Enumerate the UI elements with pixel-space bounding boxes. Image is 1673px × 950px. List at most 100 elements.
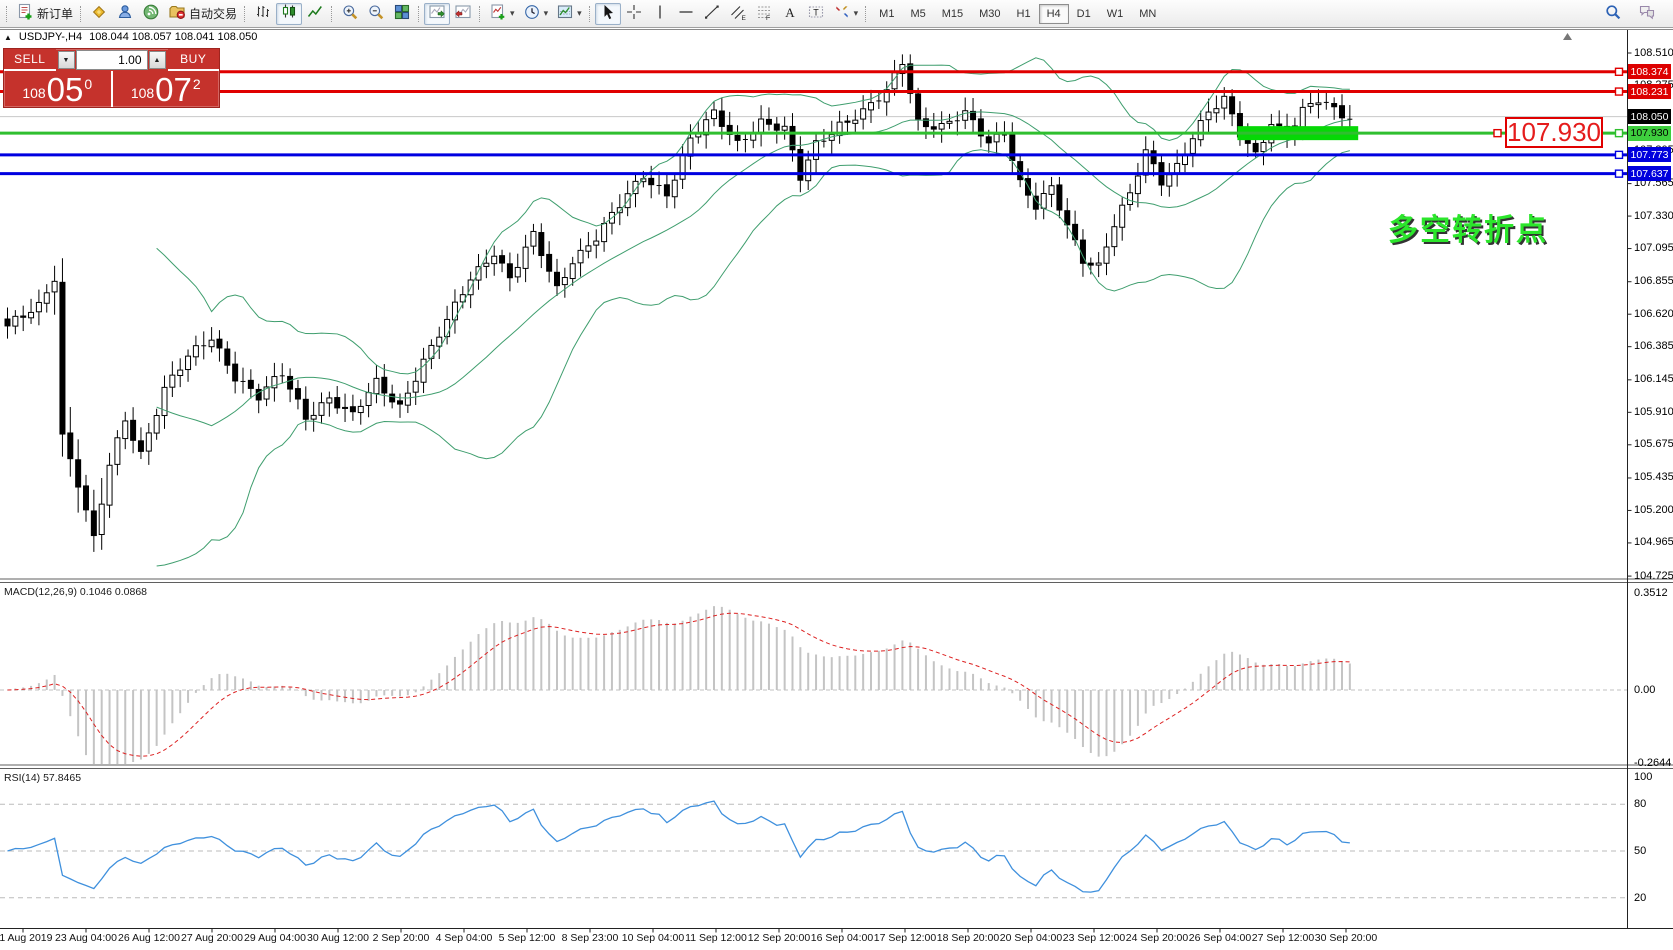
indicator-axis-tick: 0.3512: [1634, 586, 1668, 599]
price-tick: 105.910: [1634, 405, 1673, 418]
svg-text:E: E: [741, 15, 746, 21]
auto-scroll-button[interactable]: [424, 2, 451, 25]
profiles-button[interactable]: [112, 3, 138, 25]
indicator-axis-tick: 100: [1634, 770, 1653, 783]
autotrading-button[interactable]: 自动交易: [164, 3, 241, 25]
zoom-in-icon: [341, 3, 359, 24]
line-chart-button[interactable]: [302, 3, 328, 25]
vertical-line-icon: [651, 3, 669, 24]
line-handle[interactable]: [1614, 67, 1624, 76]
volume-decrease-button[interactable]: ▼: [57, 51, 75, 69]
line-handle[interactable]: [1614, 169, 1624, 178]
date-label: 21 Aug 2019: [0, 932, 53, 944]
buy-button[interactable]: BUY: [167, 49, 219, 71]
timeframe-m5-button[interactable]: M5: [902, 4, 933, 24]
chart-shift-marker[interactable]: [1563, 33, 1572, 40]
date-label: 12 Sep 20:00: [747, 932, 811, 944]
buy-price-main: 07: [155, 71, 192, 108]
volume-input[interactable]: 1.00: [75, 50, 148, 70]
macd-histogram: [14, 606, 1351, 764]
price-axis[interactable]: 108.510108.275107.805107.565107.330107.0…: [1628, 27, 1673, 928]
zoom-out-icon: [367, 3, 385, 24]
symbol-label: USDJPY-,H4: [18, 31, 83, 43]
crosshair-button[interactable]: [621, 3, 647, 25]
price-tick: 106.385: [1634, 340, 1673, 353]
symbol-header: ▲ USDJPY-,H4 108.044 108.057 108.041 108…: [4, 31, 257, 43]
timeframe-m15-button[interactable]: M15: [934, 4, 971, 24]
price-tick: 105.675: [1634, 438, 1673, 451]
tile-windows-icon: [393, 3, 411, 24]
tile-windows-button[interactable]: [389, 3, 415, 25]
date-label: 24 Sep 20:00: [1125, 932, 1189, 944]
signal-icon: [142, 3, 160, 24]
templates-button[interactable]: ▾: [552, 3, 586, 25]
dropdown-caret-icon: ▾: [853, 8, 859, 18]
zoom-out-button[interactable]: [363, 3, 389, 25]
volume-increase-button[interactable]: ▲: [148, 51, 166, 69]
fibonacci-button[interactable]: F: [751, 3, 777, 25]
sell-price-button[interactable]: 108 05 0: [4, 71, 113, 107]
date-label: 29 Aug 04:00: [244, 932, 306, 944]
svg-text:A: A: [785, 5, 795, 20]
periods-button[interactable]: ▾: [519, 3, 553, 25]
line-handle[interactable]: [1614, 87, 1624, 96]
timeframe-mn-button[interactable]: MN: [1131, 4, 1164, 24]
horizontal-line-button[interactable]: [673, 3, 699, 25]
chart-shift-button[interactable]: [450, 3, 476, 25]
chart-canvas[interactable]: [0, 27, 1673, 950]
cursor-button[interactable]: [594, 2, 621, 25]
toolbar-grip: [80, 5, 82, 22]
text-label-button[interactable]: T: [803, 3, 829, 25]
template-chart-icon: [556, 3, 574, 24]
zoom-in-button[interactable]: [337, 3, 363, 25]
chart-area[interactable]: ▲ USDJPY-,H4 108.044 108.057 108.041 108…: [0, 27, 1673, 950]
price-tick: 106.145: [1634, 373, 1673, 386]
chat-icon: [1638, 3, 1656, 24]
macd-pane: [0, 606, 1627, 764]
indicators-icon: [489, 3, 507, 24]
indicators-button[interactable]: ▾: [485, 3, 519, 25]
date-label: 2 Sep 20:00: [372, 932, 430, 944]
toolbar-right: [1600, 3, 1670, 25]
arrows-button[interactable]: ▾: [829, 3, 863, 25]
timeframe-d1-button[interactable]: D1: [1069, 4, 1099, 24]
timeframe-m1-button[interactable]: M1: [871, 4, 902, 24]
market-watch-button[interactable]: [86, 3, 112, 25]
channel-button[interactable]: E: [725, 3, 751, 25]
chat-button[interactable]: [1634, 3, 1660, 25]
chart-shift-icon: [454, 3, 472, 24]
line-handle[interactable]: [1614, 150, 1624, 160]
new-order-button-label: 新订单: [37, 7, 74, 21]
bar-chart-button[interactable]: [250, 3, 276, 25]
timeframe-h4-button[interactable]: H4: [1038, 3, 1069, 24]
text-button[interactable]: A: [777, 3, 803, 25]
one-click-collapse-icon[interactable]: ▲: [4, 32, 12, 42]
trade-panel-prices: 108 05 0 108 07 2: [4, 71, 219, 107]
sell-button[interactable]: SELL: [4, 49, 56, 71]
search-button[interactable]: [1600, 3, 1626, 25]
buy-price-button[interactable]: 108 07 2: [113, 71, 220, 107]
rsi-label: RSI(14) 57.8465: [4, 772, 82, 784]
line-handle[interactable]: [1493, 128, 1502, 138]
trendline-button[interactable]: [699, 3, 725, 25]
vertical-line-button[interactable]: [647, 3, 673, 25]
alerts-button[interactable]: [138, 3, 164, 25]
line-handle[interactable]: [1614, 128, 1624, 138]
timeframe-h1-button[interactable]: H1: [1009, 4, 1039, 24]
timeframe-w1-button[interactable]: W1: [1099, 4, 1132, 24]
sell-price-pip: 0: [84, 76, 93, 92]
price-callout-box[interactable]: 107.930: [1505, 117, 1603, 148]
candlestick-button[interactable]: [276, 2, 303, 25]
new-order-button[interactable]: 新订单: [12, 3, 77, 25]
indicator-axis-tick: 20: [1634, 891, 1647, 904]
timeframe-m30-button[interactable]: M30: [971, 4, 1008, 24]
highlight-zone[interactable]: [1237, 126, 1359, 141]
pivot-annotation[interactable]: 多空转折点: [1388, 214, 1548, 247]
svg-text:T: T: [813, 7, 819, 17]
date-label: 27 Sep 12:00: [1251, 932, 1315, 944]
date-label: 27 Aug 20:00: [181, 932, 243, 944]
toolbar-grip: [479, 5, 481, 22]
rsi-pane: [0, 800, 1627, 899]
price-badge: 107.930: [1628, 125, 1671, 141]
